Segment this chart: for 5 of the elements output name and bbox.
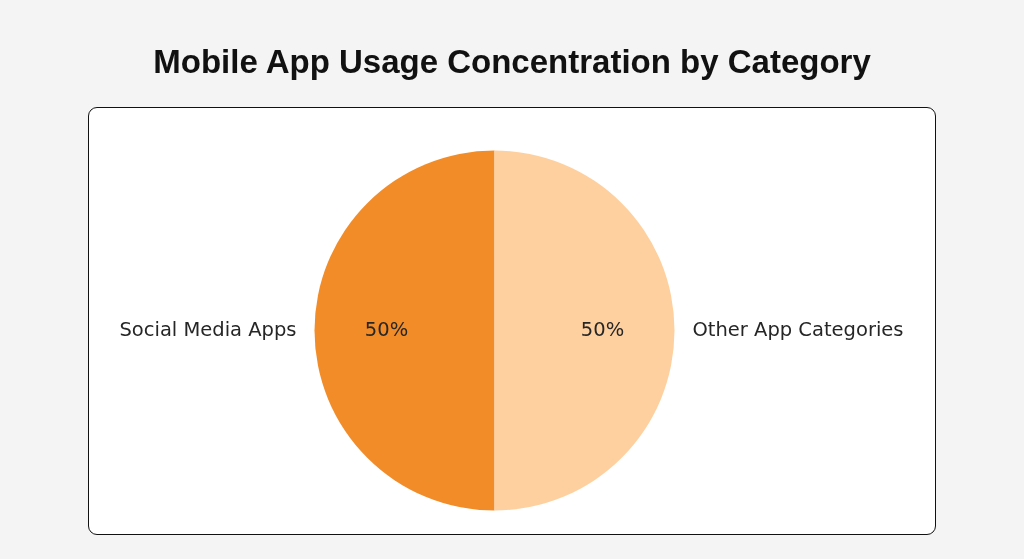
slice-label: Other App Categories (692, 317, 903, 341)
data-label: 50% (580, 317, 624, 341)
slice-label: Social Media Apps (118, 317, 296, 341)
chart-title: Mobile App Usage Concentration by Category (152, 42, 872, 82)
data-label: 50% (364, 317, 408, 341)
